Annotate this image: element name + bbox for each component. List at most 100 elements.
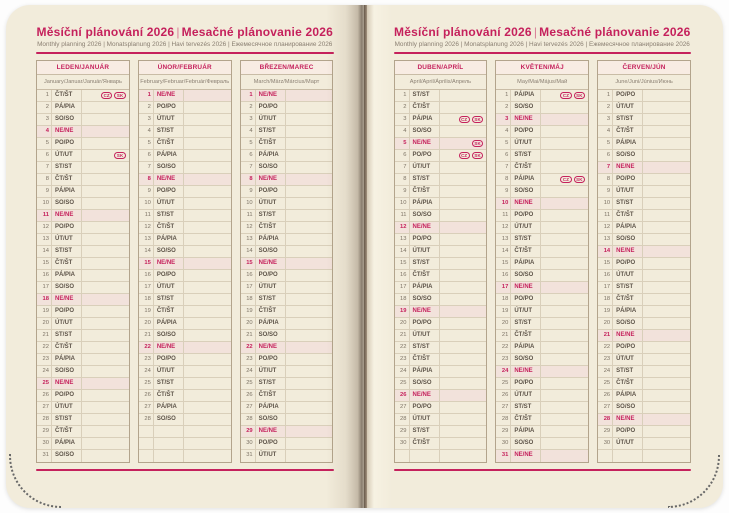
holiday-badge-sk: SK — [573, 175, 586, 184]
day-number: 28 — [37, 414, 52, 425]
day-number: 23 — [139, 354, 154, 365]
notes-cell — [643, 210, 690, 221]
month-column-kveten-maj: KVĚTEN/MÁJ May/Mai/Május/Май 1 PÁ/PIA CZ SK 2 S… — [495, 60, 590, 463]
day-abbrev: NE/NE — [511, 366, 542, 377]
day-row: 20 PÁ/PIA — [138, 318, 231, 330]
day-row: 29 PÁ/PIA — [496, 426, 589, 438]
day-number — [395, 450, 410, 462]
day-row: 6 PÁ/PIA — [240, 150, 333, 162]
day-row: 4 ST/ST — [240, 126, 333, 138]
day-row: 20 SO/SO — [598, 318, 690, 330]
notes-cell — [440, 246, 487, 257]
day-abbrev: PÁ/PIA — [511, 258, 542, 269]
day-number: 14 — [395, 246, 410, 257]
day-number: 12 — [37, 222, 52, 233]
day-row: 18 ST/ST — [240, 294, 333, 306]
day-abbrev: PÁ/PIA — [154, 318, 184, 329]
day-row: 11 ST/ST — [240, 210, 333, 222]
day-number: 3 — [598, 114, 614, 125]
day-number: 28 — [496, 414, 512, 425]
day-number: 27 — [37, 402, 52, 413]
day-number: 4 — [598, 126, 614, 137]
day-number: 9 — [139, 186, 154, 197]
day-abbrev: ÚT/UT — [613, 438, 644, 449]
day-abbrev: PÁ/PIA — [410, 366, 440, 377]
day-abbrev: ČT/ŠT — [52, 342, 82, 353]
day-abbrev: PÁ/PIA — [52, 354, 82, 365]
day-abbrev: ST/ST — [410, 90, 440, 101]
notes-cell — [541, 210, 588, 221]
notes-cell — [541, 162, 588, 173]
day-row: 9 PO/PO — [240, 186, 333, 198]
day-number: 13 — [395, 234, 410, 245]
notes-cell — [541, 366, 588, 377]
day-row: 23 PO/PO — [240, 354, 333, 366]
notes-cell — [643, 90, 690, 101]
day-number: 16 — [395, 270, 410, 281]
day-row: 12 ČT/ŠT — [138, 222, 231, 234]
day-row: 22 PÁ/PIA — [496, 342, 589, 354]
day-abbrev: ÚT/UT — [410, 246, 440, 257]
day-row: 5 NE/NE SK — [394, 138, 487, 150]
notes-cell — [184, 114, 231, 125]
notes-cell — [82, 354, 129, 365]
notes-cell — [82, 330, 129, 341]
day-abbrev: NE/NE — [154, 342, 184, 353]
day-abbrev: SO/SO — [52, 198, 82, 209]
day-abbrev: ČT/ŠT — [52, 174, 82, 185]
day-number: 28 — [241, 414, 256, 425]
day-abbrev: ÚT/UT — [256, 198, 286, 209]
day-abbrev: SO/SO — [410, 378, 440, 389]
notes-cell — [643, 414, 690, 425]
notes-cell — [541, 438, 588, 449]
day-number: 19 — [37, 306, 52, 317]
day-number: 26 — [395, 390, 410, 401]
day-abbrev: ÚT/UT — [410, 330, 440, 341]
footer-rule — [393, 469, 691, 471]
day-row: 31 NE/NE — [496, 450, 589, 462]
notes-cell — [643, 234, 690, 245]
day-number: 4 — [37, 126, 52, 137]
day-abbrev: PO/PO — [256, 270, 286, 281]
day-abbrev: ST/ST — [256, 210, 286, 221]
day-abbrev: ÚT/UT — [410, 162, 440, 173]
notes-cell: CZ SK — [440, 150, 487, 161]
day-row: 2 ÚT/UT — [598, 102, 690, 114]
day-number: 20 — [139, 318, 154, 329]
day-abbrev: PO/PO — [52, 138, 82, 149]
day-row: 9 ÚT/UT — [598, 186, 690, 198]
notes-cell — [82, 414, 129, 425]
holiday-badge-sk: SK — [114, 91, 126, 100]
notes-cell — [82, 366, 129, 377]
day-number: 27 — [139, 402, 154, 413]
day-abbrev: ČT/ŠT — [256, 306, 286, 317]
notes-cell: CZ SK — [440, 114, 487, 125]
day-abbrev: SO/SO — [256, 162, 286, 173]
day-row: 13 SO/SO — [598, 234, 690, 246]
notes-cell — [286, 90, 333, 101]
day-row: 27 PÁ/PIA — [138, 402, 231, 414]
day-number: 8 — [139, 174, 154, 185]
day-row: 31 SO/SO — [37, 450, 129, 462]
day-number: 30 — [241, 438, 256, 449]
day-number: 9 — [37, 186, 52, 197]
day-abbrev: ST/ST — [511, 234, 542, 245]
day-abbrev: PO/PO — [154, 186, 184, 197]
day-number: 30 — [496, 438, 512, 449]
day-abbrev: SO/SO — [154, 246, 184, 257]
day-abbrev: ST/ST — [154, 294, 184, 305]
day-number: 24 — [37, 366, 52, 377]
day-row: 20 PO/PO — [394, 318, 487, 330]
day-number: 24 — [395, 366, 410, 377]
day-abbrev: PÁ/PIA — [256, 402, 286, 413]
month-grid: 1 NE/NE 2 PO/PO 3 ÚT/UT 4 ST/ST 5 ČT/ŠT 6 PÁ/PIA 7 SO… — [138, 90, 231, 462]
day-number: 17 — [598, 282, 614, 293]
day-abbrev: ST/ST — [613, 198, 644, 209]
day-abbrev: SO/SO — [154, 162, 184, 173]
day-abbrev: ST/ST — [511, 402, 542, 413]
day-number: 26 — [598, 390, 614, 401]
notes-cell — [184, 282, 231, 293]
day-row: 3 NE/NE — [496, 114, 589, 126]
notes-cell — [643, 330, 690, 341]
day-row: 27 PÁ/PIA — [240, 402, 333, 414]
